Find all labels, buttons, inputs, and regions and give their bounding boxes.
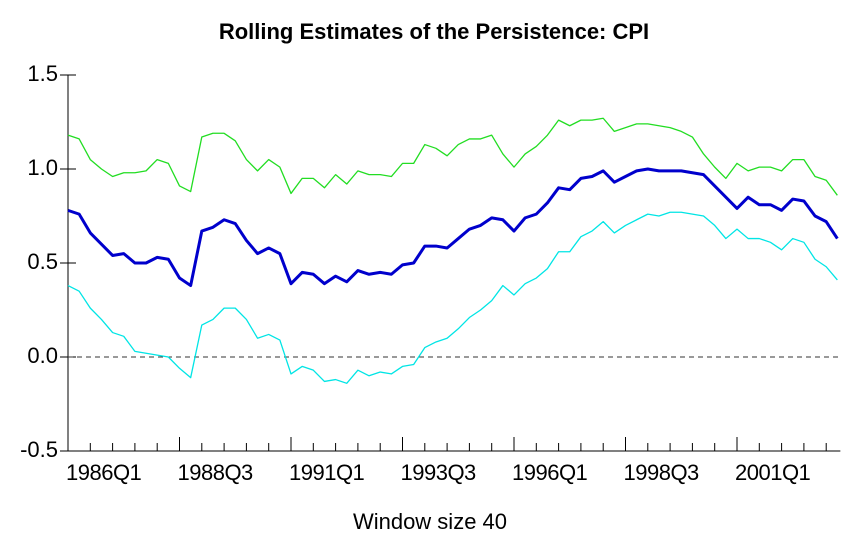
y-tick-label: 0.5 [27, 249, 58, 274]
series-line [67, 167, 839, 288]
x-tick-label: 2001Q1 [735, 460, 811, 485]
y-tick-label: -0.5 [20, 437, 58, 462]
y-tick-label: 0.0 [27, 343, 58, 368]
y-tick-label: 1.0 [27, 155, 58, 180]
x-axis-label: Window size 40 [353, 509, 507, 534]
x-tick-label: 1986Q1 [66, 460, 142, 485]
x-tick-label: 1991Q1 [289, 460, 365, 485]
series-line [67, 117, 838, 196]
x-tick-label: 1998Q3 [624, 460, 700, 485]
x-tick-label: 1988Q3 [178, 460, 254, 485]
x-tick-label: 1996Q1 [512, 460, 588, 485]
x-tick-label: 1993Q3 [401, 460, 477, 485]
chart-title: Rolling Estimates of the Persistence: CP… [219, 19, 649, 44]
series-line [67, 211, 838, 384]
y-tick-label: 1.5 [27, 61, 58, 86]
